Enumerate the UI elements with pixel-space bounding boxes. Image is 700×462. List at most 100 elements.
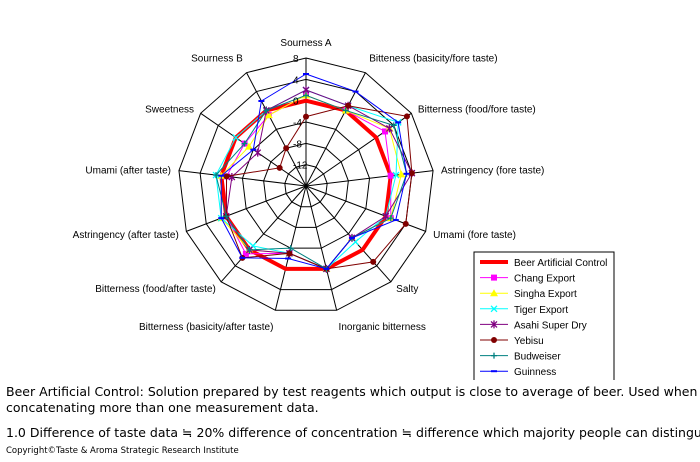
grid-ring bbox=[199, 78, 413, 291]
data-point bbox=[244, 142, 253, 150]
legend-marker bbox=[490, 305, 498, 313]
marker-square bbox=[491, 274, 497, 281]
data-point bbox=[212, 172, 219, 179]
axis-label: Umami (fore taste) bbox=[433, 230, 516, 241]
marker-circle bbox=[303, 113, 309, 120]
radar-chart: 8 4 0 -4 -8 -12 Sourness A Bitteness (basicity… bbox=[73, 38, 615, 380]
marker-asterisk bbox=[254, 148, 262, 157]
data-point bbox=[241, 140, 248, 147]
data-point bbox=[232, 134, 240, 141]
marker-circle bbox=[283, 145, 290, 152]
marker-circle bbox=[408, 170, 415, 177]
legend-item: Singha Export bbox=[480, 289, 577, 300]
note-line-2: concatenating more than one measurement … bbox=[6, 400, 319, 415]
marker-triangle bbox=[264, 111, 273, 119]
marker-asterisk bbox=[385, 124, 393, 133]
marker-x bbox=[490, 305, 498, 313]
axis-label: Astringency (after taste) bbox=[73, 230, 179, 241]
axis-label: Bitteness (basicity/fore taste) bbox=[369, 54, 497, 65]
legend-marker bbox=[491, 337, 497, 343]
data-point bbox=[283, 145, 290, 152]
marker-plus bbox=[390, 122, 397, 129]
grid-spoke bbox=[305, 185, 338, 311]
legend-marker bbox=[491, 274, 497, 281]
series-line bbox=[220, 73, 408, 270]
tick-label: 8 bbox=[293, 54, 299, 65]
data-point bbox=[392, 171, 400, 179]
data-point bbox=[287, 245, 294, 252]
marker-circle bbox=[345, 102, 352, 109]
legend-item: Yebisu bbox=[480, 336, 544, 347]
data-point bbox=[370, 258, 377, 265]
marker-square bbox=[382, 128, 389, 135]
tick-label: 4 bbox=[293, 75, 299, 86]
legend-label: Asahi Super Dry bbox=[514, 320, 587, 331]
legend-item: Budweiser bbox=[480, 352, 561, 363]
grid-ring bbox=[284, 164, 328, 208]
copyright: Copyright©Taste & Aroma Strategic Resear… bbox=[6, 446, 239, 456]
legend-item: Guinness bbox=[480, 367, 556, 378]
marker-x bbox=[392, 171, 400, 179]
grid-spoke bbox=[178, 170, 307, 187]
marker-triangle bbox=[244, 142, 253, 150]
data-point bbox=[390, 122, 397, 129]
data-point bbox=[342, 107, 349, 114]
axis-label: Sourness B bbox=[191, 54, 243, 65]
legend-label: Singha Export bbox=[514, 289, 577, 300]
data-point bbox=[254, 148, 262, 157]
note-line-1: Beer Artificial Control: Solution prepar… bbox=[6, 384, 698, 399]
data-point bbox=[402, 220, 409, 227]
axis-label: Bitterness (food/fore taste) bbox=[418, 105, 536, 116]
axis-label: Astringency (fore taste) bbox=[441, 166, 544, 177]
marker-plus bbox=[287, 245, 294, 252]
marker-circle bbox=[402, 220, 409, 227]
marker-plus bbox=[263, 107, 270, 114]
legend-marker bbox=[490, 320, 498, 329]
data-point bbox=[223, 173, 230, 180]
marker-circle bbox=[491, 337, 497, 343]
grid-spoke bbox=[220, 185, 307, 283]
data-point bbox=[276, 164, 283, 171]
marker-plus bbox=[223, 213, 230, 220]
data-point bbox=[403, 113, 410, 120]
data-point bbox=[263, 107, 270, 114]
legend-item: Chang Export bbox=[480, 274, 575, 285]
grid-spoke bbox=[186, 185, 307, 232]
note-line-3: 1.0 Difference of taste data ≒ 20% diffe… bbox=[6, 425, 700, 440]
legend: Beer Artificial Control Chang Export Singh… bbox=[473, 251, 615, 380]
tick-label: 0 bbox=[293, 97, 299, 108]
grid-spoke bbox=[246, 72, 307, 187]
marker-circle bbox=[276, 164, 283, 171]
axis-labels: Sourness A Bitteness (basicity/fore taste… bbox=[73, 38, 545, 333]
radial-ticks: 8 4 0 -4 -8 -12 bbox=[293, 54, 308, 172]
legend-label: Tiger Export bbox=[514, 305, 568, 316]
legend-label: Chang Export bbox=[514, 274, 575, 285]
marker-plus bbox=[491, 352, 497, 359]
grid-ring bbox=[178, 57, 434, 311]
data-point bbox=[303, 92, 309, 99]
legend-label: Beer Artificial Control bbox=[514, 258, 607, 269]
marker-triangle bbox=[490, 289, 498, 297]
data-point bbox=[286, 250, 293, 257]
data-point bbox=[242, 250, 249, 257]
marker-circle bbox=[403, 113, 410, 120]
radar-series bbox=[212, 73, 416, 273]
legend-item: Asahi Super Dry bbox=[480, 320, 587, 331]
tick-label: -8 bbox=[293, 139, 302, 150]
marker-asterisk bbox=[490, 320, 498, 329]
marker-plus bbox=[303, 92, 309, 99]
tick-label: -4 bbox=[293, 118, 302, 129]
marker-square bbox=[242, 250, 249, 257]
axis-label: Sourness A bbox=[280, 38, 331, 49]
legend-item: Tiger Export bbox=[480, 305, 568, 316]
legend-item: Beer Artificial Control bbox=[480, 258, 607, 269]
grid-ring bbox=[263, 142, 349, 228]
axis-label: Inorganic bitterness bbox=[339, 322, 426, 333]
marker-plus bbox=[387, 215, 394, 222]
marker-triangle bbox=[397, 170, 406, 178]
marker-square bbox=[387, 172, 394, 179]
marker-plus bbox=[241, 140, 248, 147]
marker-plus bbox=[212, 172, 219, 179]
marker-x bbox=[232, 134, 240, 141]
axis-label: Bitterness (basicity/after taste) bbox=[139, 322, 274, 333]
